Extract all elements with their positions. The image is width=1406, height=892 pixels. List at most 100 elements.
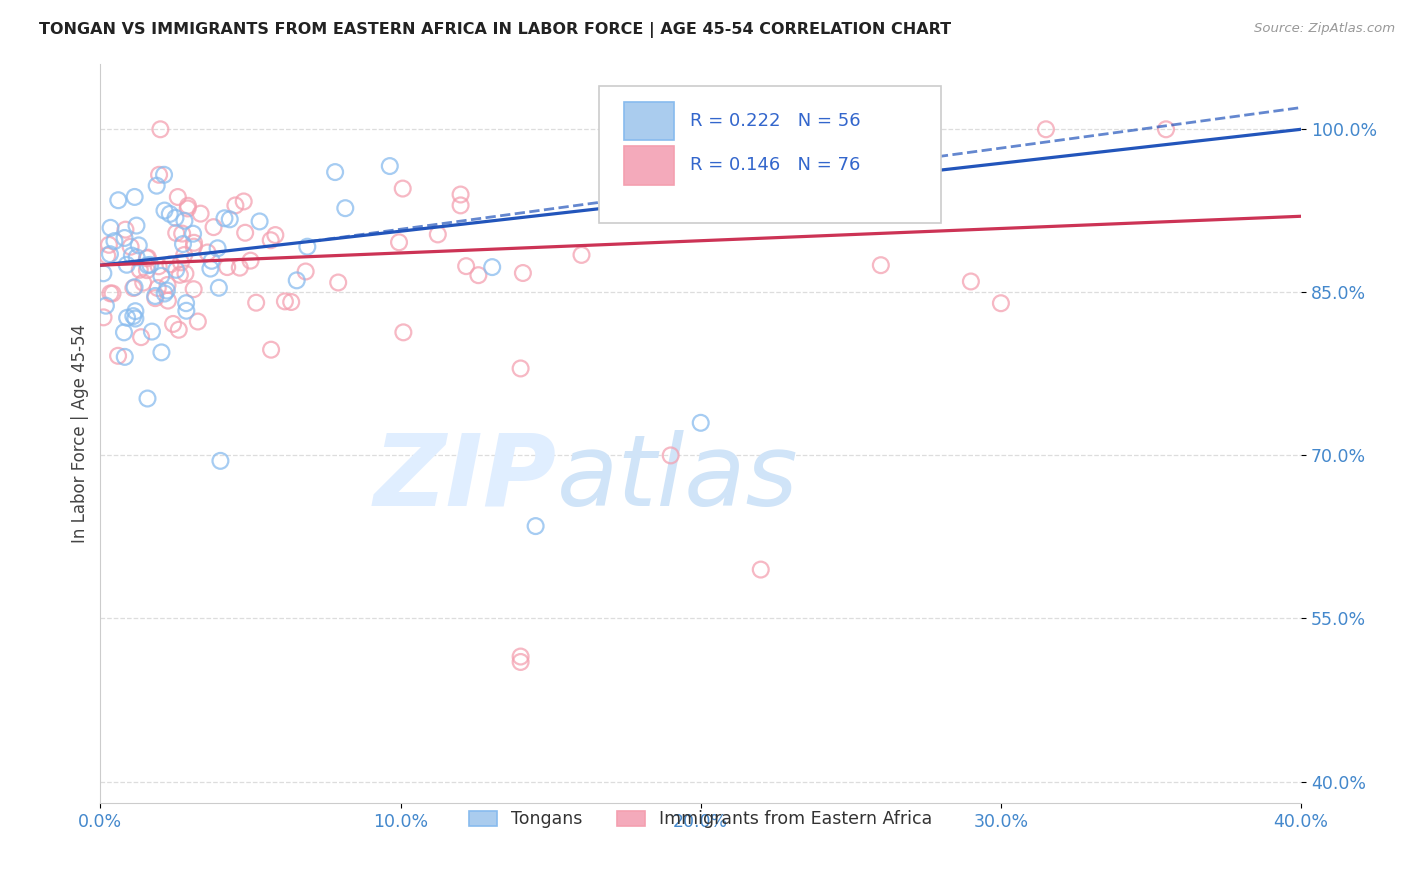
Point <box>172 237 194 252</box>
Point <box>173 214 195 228</box>
Point <box>114 350 136 364</box>
Point <box>187 314 209 328</box>
Point <box>181 227 204 241</box>
Point <box>450 187 472 202</box>
Point <box>135 263 157 277</box>
Point <box>689 416 711 430</box>
Point <box>124 190 146 204</box>
Point <box>177 202 200 216</box>
Point <box>139 258 162 272</box>
Point <box>200 261 222 276</box>
Point <box>207 241 229 255</box>
Point <box>156 277 179 292</box>
Point <box>183 282 205 296</box>
Point <box>128 262 150 277</box>
Point <box>146 281 169 295</box>
Point <box>120 240 142 254</box>
Point <box>249 214 271 228</box>
Point <box>509 649 531 664</box>
Point <box>960 275 983 289</box>
Point <box>990 296 1012 310</box>
Point <box>749 563 772 577</box>
Point <box>869 258 891 272</box>
Point <box>571 248 593 262</box>
Point <box>659 449 682 463</box>
Point <box>125 251 148 265</box>
Point <box>162 317 184 331</box>
Point <box>328 276 350 290</box>
Point <box>93 310 115 325</box>
Point <box>101 286 124 301</box>
Point <box>135 252 157 266</box>
Point <box>124 280 146 294</box>
Point <box>233 226 256 240</box>
Point <box>456 259 478 273</box>
Point <box>183 240 205 254</box>
Point <box>260 343 283 357</box>
Point <box>129 330 152 344</box>
Text: Source: ZipAtlas.com: Source: ZipAtlas.com <box>1254 22 1395 36</box>
Point <box>122 309 145 323</box>
Point <box>141 325 163 339</box>
Point <box>174 267 197 281</box>
Point <box>173 248 195 262</box>
Point <box>159 257 181 271</box>
Point <box>224 198 246 212</box>
Point <box>156 293 179 308</box>
FancyBboxPatch shape <box>599 87 941 223</box>
Point <box>125 219 148 233</box>
Point <box>294 264 316 278</box>
Point <box>100 220 122 235</box>
Point <box>107 193 129 207</box>
Point <box>218 212 240 227</box>
Point <box>297 240 319 254</box>
Point <box>630 198 652 212</box>
Point <box>124 304 146 318</box>
Point <box>190 206 212 220</box>
Point <box>214 211 236 226</box>
Point <box>136 392 159 406</box>
FancyBboxPatch shape <box>624 102 675 140</box>
Point <box>335 201 357 215</box>
Point <box>159 207 181 221</box>
Point <box>176 303 198 318</box>
Point <box>124 311 146 326</box>
Point <box>166 190 188 204</box>
Point <box>183 235 205 250</box>
Point <box>274 294 297 309</box>
Point <box>115 310 138 325</box>
Point <box>524 519 547 533</box>
Point <box>153 203 176 218</box>
Point <box>114 231 136 245</box>
Point <box>264 228 287 243</box>
Point <box>107 349 129 363</box>
Point <box>392 326 415 340</box>
Point <box>285 273 308 287</box>
Point <box>509 361 531 376</box>
Point <box>165 226 187 240</box>
Point <box>165 263 187 277</box>
Point <box>391 181 413 195</box>
Point <box>114 222 136 236</box>
Point <box>208 281 231 295</box>
Point <box>172 227 194 241</box>
Text: R = 0.146   N = 76: R = 0.146 N = 76 <box>690 156 860 174</box>
Point <box>143 289 166 303</box>
Point <box>150 345 173 359</box>
Point <box>280 295 302 310</box>
Point <box>98 286 121 301</box>
Point <box>98 247 121 261</box>
Point <box>1154 122 1177 136</box>
Point <box>260 233 283 247</box>
Point <box>156 284 179 298</box>
Point <box>136 258 159 272</box>
Point <box>97 237 120 252</box>
Text: ZIP: ZIP <box>374 430 557 526</box>
Point <box>170 255 193 269</box>
Legend: Tongans, Immigrants from Eastern Africa: Tongans, Immigrants from Eastern Africa <box>463 804 939 835</box>
Point <box>323 165 346 179</box>
Point <box>136 251 159 265</box>
Point <box>167 323 190 337</box>
Point <box>145 178 167 193</box>
Point <box>509 655 531 669</box>
